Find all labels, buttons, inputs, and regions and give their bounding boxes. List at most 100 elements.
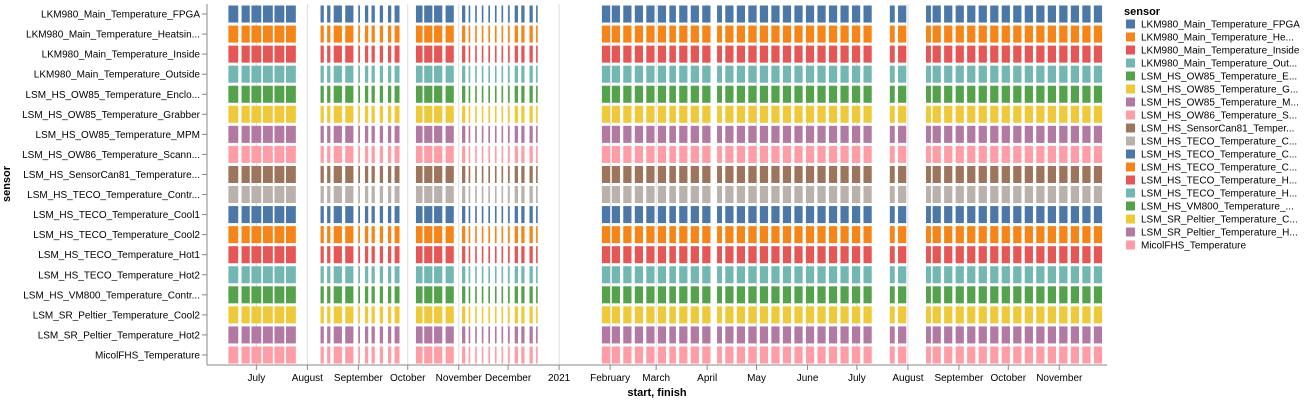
x-tick-label: August [292, 373, 323, 384]
interval-bar [828, 226, 838, 244]
interval-bar [327, 266, 331, 284]
interval-bar [634, 246, 644, 264]
interval-bar [274, 5, 285, 23]
x-tick-label: September [934, 373, 984, 384]
interval-bar [863, 226, 872, 244]
interval-bar [851, 246, 861, 264]
interval-bar [944, 65, 953, 83]
interval-bar [702, 326, 711, 344]
interval-bar [333, 45, 342, 63]
interval-bar [415, 246, 423, 264]
interval-bar [1070, 85, 1080, 103]
interval-bar [725, 326, 734, 344]
interval-bar [840, 246, 849, 264]
interval-bar [759, 246, 769, 264]
interval-bar [327, 45, 331, 63]
interval-bar [481, 125, 484, 143]
interval-bar [828, 25, 838, 43]
interval-bar [863, 346, 872, 364]
interval-bar [851, 125, 861, 143]
interval-bar [434, 346, 443, 364]
interval-bar [782, 346, 792, 364]
interval-bar [794, 45, 803, 63]
interval-bar [623, 326, 632, 344]
interval-bar [690, 326, 699, 344]
interval-bar [990, 306, 999, 324]
interval-bar [611, 346, 620, 364]
interval-bar [771, 85, 780, 103]
interval-bar [468, 105, 471, 123]
interval-bar [817, 105, 826, 123]
interval-bar [926, 246, 931, 264]
interval-bar [634, 105, 644, 123]
interval-bar [387, 346, 392, 364]
interval-bar [679, 186, 688, 204]
legend-label: LKM980_Main_Temperature_Inside [1141, 46, 1300, 57]
interval-bar [481, 226, 484, 244]
interval-bar [536, 85, 538, 103]
interval-bar [669, 266, 676, 284]
interval-bar [1001, 306, 1010, 324]
interval-bar [494, 246, 497, 264]
interval-bar [488, 125, 490, 143]
interval-bar [434, 206, 443, 224]
interval-bar [320, 326, 324, 344]
interval-bar [514, 5, 518, 23]
interval-bar [1047, 186, 1056, 204]
interval-bar [462, 306, 466, 324]
interval-bar [717, 206, 722, 224]
interval-bar [371, 206, 375, 224]
interval-bar [508, 306, 510, 324]
interval-bar [1082, 326, 1091, 344]
interval-bar [955, 226, 964, 244]
interval-bar [702, 306, 711, 324]
interval-bar [1024, 45, 1033, 63]
interval-bar [1001, 105, 1010, 123]
interval-bar [274, 206, 285, 224]
legend-swatch [1126, 123, 1135, 133]
interval-bar [379, 346, 384, 364]
interval-bar [488, 226, 490, 244]
interval-bar [387, 226, 392, 244]
interval-bar [371, 326, 375, 344]
interval-bar [274, 105, 285, 123]
interval-bar [725, 45, 734, 63]
interval-bar [1036, 326, 1045, 344]
interval-bar [536, 326, 538, 344]
interval-bar [967, 246, 976, 264]
interval-bar [1013, 346, 1022, 364]
interval-bar [1047, 145, 1056, 163]
interval-bar [840, 186, 849, 204]
interval-bar [1036, 206, 1045, 224]
interval-bar [623, 286, 632, 304]
interval-bar [794, 5, 803, 23]
interval-bar [424, 346, 433, 364]
interval-bar [1036, 105, 1045, 123]
interval-bar [1093, 346, 1103, 364]
interval-bar [748, 5, 757, 23]
interval-bar [817, 85, 826, 103]
interval-bar [1070, 125, 1080, 143]
interval-bar [725, 125, 734, 143]
interval-bar [1024, 246, 1033, 264]
interval-bar [1082, 206, 1091, 224]
legend-label: LSM_HS_TECO_Temperature_H... [1141, 189, 1297, 200]
interval-bar [333, 165, 342, 183]
interval-bar [828, 65, 838, 83]
interval-bar [371, 165, 375, 183]
interval-bar [932, 25, 941, 43]
interval-bar [536, 206, 538, 224]
interval-bar [759, 45, 769, 63]
interval-bar [475, 186, 477, 204]
interval-bar [529, 165, 533, 183]
interval-bar [702, 226, 711, 244]
interval-bar [1001, 45, 1010, 63]
interval-bar [840, 306, 849, 324]
interval-bar [828, 306, 838, 324]
interval-bar [364, 226, 369, 244]
interval-bar [840, 266, 849, 284]
interval-bar [601, 246, 611, 264]
interval-bar [646, 326, 655, 344]
interval-bar [364, 246, 369, 264]
